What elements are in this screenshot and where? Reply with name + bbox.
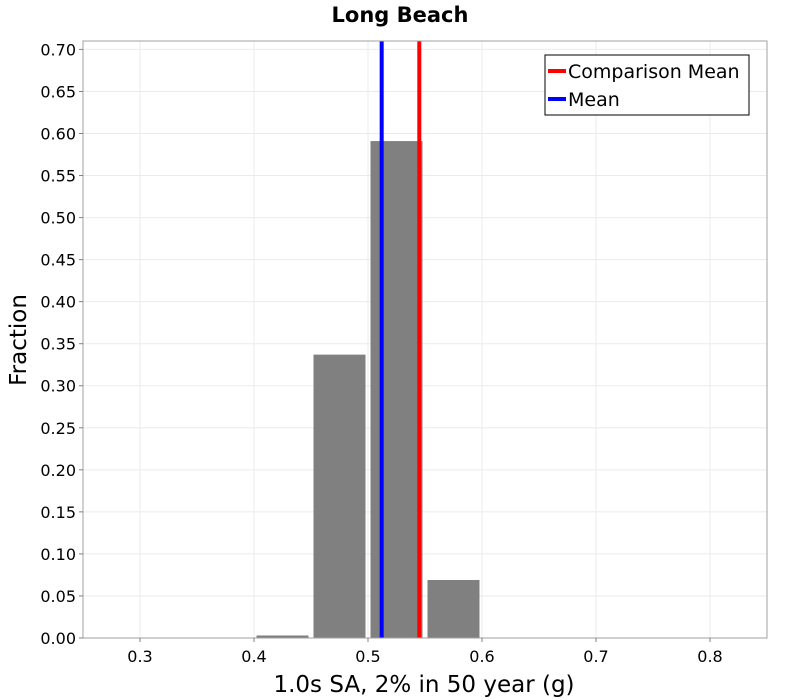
y-tick-label: 0.45 — [40, 251, 76, 270]
legend-label-mean: Mean — [568, 89, 620, 111]
y-axis-ticks: 0.00 0.05 0.10 0.15 0.20 0.25 0.30 0.35 0.40 0.45… — [40, 40, 83, 648]
x-axis-label: 1.0s SA, 2% in 50 year (g) — [273, 672, 574, 698]
chart-title: Long Beach — [332, 3, 469, 27]
y-tick-label: 0.35 — [40, 335, 76, 354]
x-tick-label: 0.8 — [697, 647, 722, 666]
x-tick-label: 0.7 — [583, 647, 608, 666]
plot-frame — [82, 40, 768, 639]
mean-lines — [379, 41, 422, 638]
x-tick-label: 0.3 — [127, 647, 152, 666]
y-tick-label: 0.70 — [40, 40, 76, 59]
y-tick-label: 0.55 — [40, 167, 76, 186]
legend: Comparison Mean Mean — [544, 54, 750, 116]
y-tick-label: 0.20 — [40, 461, 76, 480]
x-tick-label: 0.4 — [241, 647, 266, 666]
bars — [256, 141, 480, 639]
y-tick-label: 0.15 — [40, 503, 76, 522]
histogram-bar — [313, 354, 366, 638]
y-tick-label: 0.65 — [40, 82, 76, 101]
y-axis-label: Fraction — [6, 294, 32, 386]
y-tick-label: 0.10 — [40, 545, 76, 564]
histogram-bar — [256, 635, 309, 638]
y-tick-label: 0.00 — [40, 629, 76, 648]
grid — [83, 41, 767, 639]
y-tick-label: 0.50 — [40, 209, 76, 228]
legend-box — [544, 54, 750, 116]
y-tick-label: 0.25 — [40, 419, 76, 438]
y-tick-label: 0.40 — [40, 293, 76, 312]
y-tick-label: 0.30 — [40, 377, 76, 396]
y-tick-label: 0.60 — [40, 124, 76, 143]
y-tick-label: 0.05 — [40, 587, 76, 606]
x-tick-label: 0.6 — [469, 647, 494, 666]
legend-label-comparison-mean: Comparison Mean — [568, 61, 740, 83]
histogram-bar — [427, 579, 480, 638]
histogram-bar — [370, 141, 423, 639]
x-tick-label: 0.5 — [355, 647, 380, 666]
x-axis-ticks: 0.3 0.4 0.5 0.6 0.7 0.8 — [127, 638, 723, 666]
